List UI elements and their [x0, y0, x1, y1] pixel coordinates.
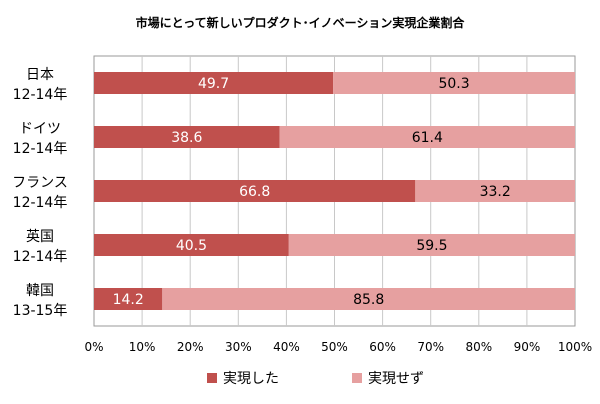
legend-swatch: [352, 373, 362, 383]
data-labels: 49.7 50.3 38.6 61.4 66.8 33.2 40.5 59.5 14.2 85.8: [113, 76, 511, 308]
data-label: 50.3: [438, 76, 469, 92]
data-label: 59.5: [416, 238, 447, 254]
x-tick-label: 10%: [129, 340, 156, 354]
category-label: ドイツ: [19, 121, 61, 137]
data-label: 66.8: [239, 184, 270, 200]
x-tick-label: 90%: [514, 340, 541, 354]
legend-label: 実現せず: [368, 371, 424, 387]
bar-realized: [94, 288, 163, 310]
bar-not-realized: [279, 126, 575, 148]
data-label: 61.4: [412, 130, 443, 146]
x-tick-label: 30%: [225, 340, 252, 354]
data-label: 85.8: [353, 292, 384, 308]
x-tick-labels: 0% 10% 20% 30% 40% 50% 60% 70% 80% 90% 100%: [84, 340, 592, 354]
data-label: 14.2: [113, 292, 144, 308]
x-tick-label: 40%: [273, 340, 300, 354]
chart-title: 市場にとって新しいプロダクト･イノベーション実現企業割合: [136, 15, 466, 30]
x-tick-label: 80%: [465, 340, 492, 354]
bar-realized: [94, 72, 334, 94]
x-tick-label: 0%: [84, 340, 103, 354]
bar-realized: [94, 126, 280, 148]
x-tick-label: 60%: [369, 340, 396, 354]
legend-label: 実現した: [223, 371, 279, 387]
x-tick-label: 50%: [321, 340, 348, 354]
bar-not-realized: [415, 180, 575, 202]
bars: [94, 72, 575, 310]
x-tick-label: 20%: [177, 340, 204, 354]
x-tick-label: 100%: [558, 340, 592, 354]
data-label: 49.7: [198, 76, 229, 92]
category-label: フランス: [12, 175, 68, 191]
category-period-label: 12-14年: [13, 141, 68, 157]
data-label: 33.2: [480, 184, 511, 200]
data-label: 38.6: [171, 130, 202, 146]
legend-swatch: [207, 373, 217, 383]
bar-realized: [94, 180, 416, 202]
category-period-label: 12-14年: [13, 195, 68, 211]
category-period-label: 12-14年: [13, 249, 68, 265]
category-label: 韓国: [26, 283, 54, 299]
category-label: 日本: [26, 67, 54, 83]
legend: 実現した 実現せず: [207, 371, 424, 387]
data-label: 40.5: [176, 238, 207, 254]
x-tick-label: 70%: [417, 340, 444, 354]
bar-realized: [94, 234, 289, 256]
category-period-label: 12-14年: [13, 87, 68, 103]
category-label: 英国: [26, 228, 54, 245]
bar-not-realized: [162, 288, 575, 310]
bar-not-realized: [333, 72, 575, 94]
bar-not-realized: [288, 234, 575, 256]
category-period-label: 13-15年: [13, 303, 68, 319]
